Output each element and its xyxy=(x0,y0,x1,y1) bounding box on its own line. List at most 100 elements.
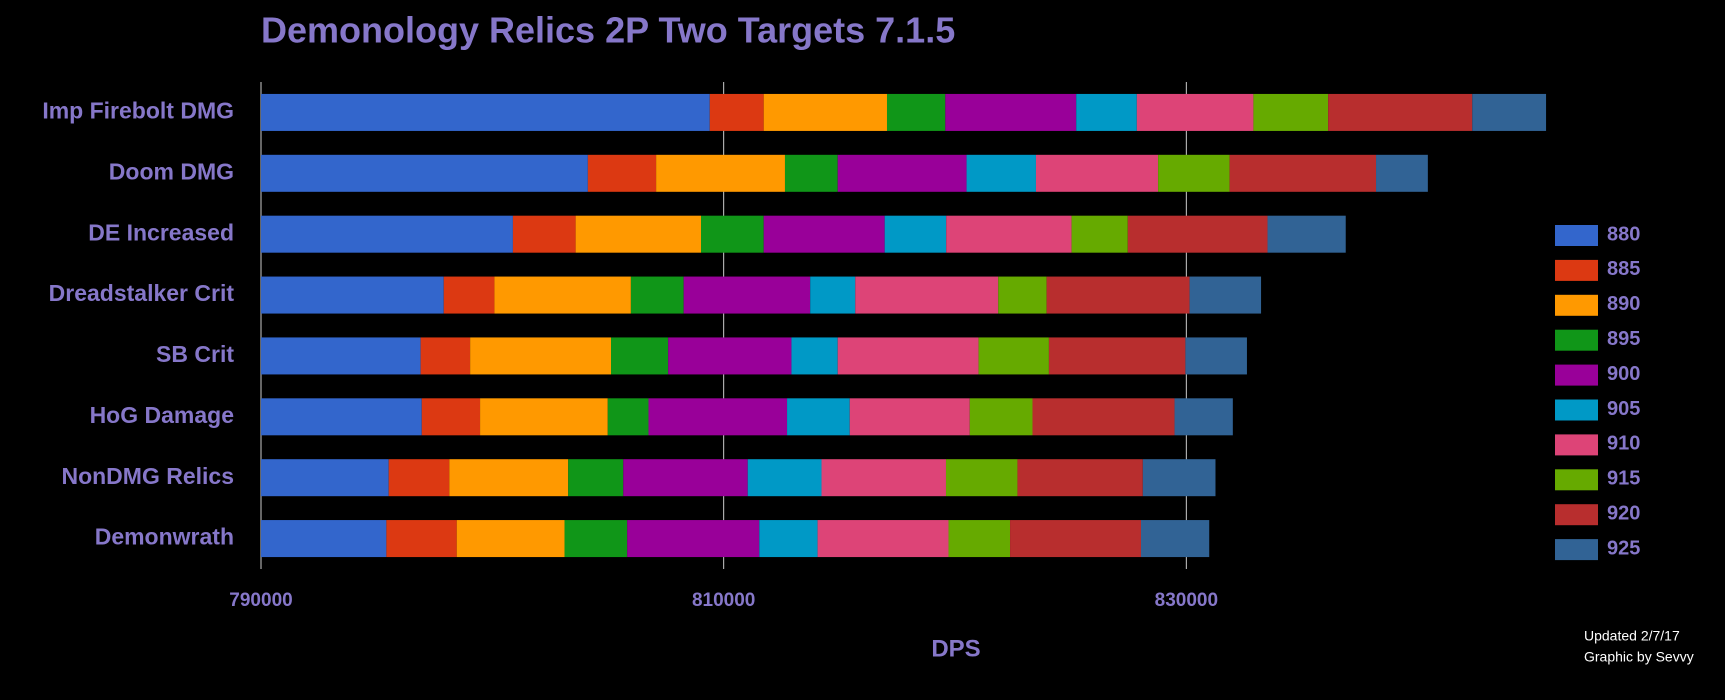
bar-segment xyxy=(998,276,1047,314)
bar-segment xyxy=(261,276,444,314)
y-tick-label: DE Increased xyxy=(88,219,234,245)
legend-label: 885 xyxy=(1607,258,1640,280)
bar-segment xyxy=(791,337,838,375)
legend-swatch xyxy=(1555,504,1598,526)
bar-segment xyxy=(456,520,565,558)
legend-swatch xyxy=(1555,539,1598,561)
bar-segment xyxy=(1071,215,1128,253)
bar-segment xyxy=(945,459,1018,497)
legend-label: 925 xyxy=(1607,537,1640,559)
legend-swatch xyxy=(1555,294,1598,316)
legend-swatch xyxy=(1555,225,1598,246)
chart-title: Demonology Relics 2P Two Targets 7.1.5 xyxy=(261,10,955,51)
x-tick-label: 810000 xyxy=(692,590,755,611)
legend-swatch xyxy=(1555,329,1598,351)
bar-segment xyxy=(261,398,422,436)
y-tick-label: Demonwrath xyxy=(95,524,234,550)
bar-segment xyxy=(575,215,701,253)
bar-segment xyxy=(1010,520,1141,558)
y-tick-label: Dreadstalker Crit xyxy=(49,280,235,306)
bar-segment xyxy=(747,459,822,497)
bar-segment xyxy=(1376,154,1428,192)
bar-segment xyxy=(656,154,785,192)
legend-label: 900 xyxy=(1607,363,1640,385)
bar-segment xyxy=(630,276,684,314)
legend-swatch xyxy=(1555,364,1598,386)
bar-segment xyxy=(1328,93,1473,131)
bar-segment xyxy=(1136,93,1254,131)
legend-label: 910 xyxy=(1607,433,1640,455)
credit: Graphic by Sevvy xyxy=(1584,649,1694,665)
bar-segment xyxy=(763,93,887,131)
bar-segment xyxy=(261,337,421,375)
bar-segment xyxy=(568,459,624,497)
legend-label: 895 xyxy=(1607,328,1640,350)
legend-label: 915 xyxy=(1607,468,1640,490)
y-tick-label: Doom DMG xyxy=(109,158,234,184)
bar-segment xyxy=(627,520,760,558)
bar-segment xyxy=(668,337,792,375)
bar-segment xyxy=(261,93,710,131)
bar-segment xyxy=(607,398,649,436)
bar-segment xyxy=(855,276,999,314)
bar-segment xyxy=(884,215,947,253)
bar-segment xyxy=(837,337,979,375)
bar-segment xyxy=(1017,459,1143,497)
bar-segment xyxy=(821,459,946,497)
bar-segment xyxy=(709,93,764,131)
bar-segment xyxy=(587,154,657,192)
bar-segment xyxy=(1185,337,1247,375)
bar-segment xyxy=(1472,93,1547,131)
bar-segment xyxy=(1189,276,1262,314)
bar-segment xyxy=(1035,154,1159,192)
bar-segment xyxy=(787,398,850,436)
legend-label: 880 xyxy=(1607,223,1640,245)
bar-segment xyxy=(494,276,631,314)
bar-segment xyxy=(759,520,818,558)
bar-segment xyxy=(648,398,788,436)
bar-segment xyxy=(763,215,885,253)
bar-segment xyxy=(512,215,576,253)
legend-label: 920 xyxy=(1607,502,1640,524)
bar-segment xyxy=(388,459,450,497)
bar-segment xyxy=(470,337,612,375)
bar-segment xyxy=(1046,276,1190,314)
bar-segment xyxy=(1158,154,1230,192)
bar-segment xyxy=(611,337,669,375)
bar-segment xyxy=(817,520,949,558)
legend-label: 890 xyxy=(1607,293,1640,315)
bar-segment xyxy=(966,154,1036,192)
bar-segment xyxy=(1229,154,1377,192)
bar-segment xyxy=(261,520,387,558)
y-tick-label: HoG Damage xyxy=(90,402,234,428)
x-tick-label: 830000 xyxy=(1155,590,1218,611)
bar-segment xyxy=(1032,398,1175,436)
x-tick-label: 790000 xyxy=(229,590,292,611)
bar-segment xyxy=(261,154,588,192)
bar-segment xyxy=(420,337,471,375)
x-axis-label: DPS xyxy=(931,635,980,662)
bar-segment xyxy=(837,154,967,192)
bar-segment xyxy=(1076,93,1137,131)
y-tick-label: SB Crit xyxy=(156,341,234,367)
legend-swatch xyxy=(1555,469,1598,491)
bar-segment xyxy=(421,398,481,436)
bar-segment xyxy=(480,398,608,436)
bar-segment xyxy=(623,459,748,497)
bar-segment xyxy=(1142,459,1216,497)
legend-swatch xyxy=(1555,434,1598,456)
bar-segment xyxy=(946,215,1072,253)
bar-segment xyxy=(386,520,457,558)
bar-segment xyxy=(1127,215,1268,253)
bar-segment xyxy=(443,276,495,314)
bar-segment xyxy=(978,337,1049,375)
bar-segment xyxy=(810,276,856,314)
y-tick-label: NonDMG Relics xyxy=(61,463,234,489)
bar-segment xyxy=(1048,337,1186,375)
bar-segment xyxy=(1267,215,1346,253)
bar-segment xyxy=(969,398,1033,436)
bar-segment xyxy=(1253,93,1329,131)
bar-segment xyxy=(945,93,1077,131)
bar-segment xyxy=(564,520,628,558)
